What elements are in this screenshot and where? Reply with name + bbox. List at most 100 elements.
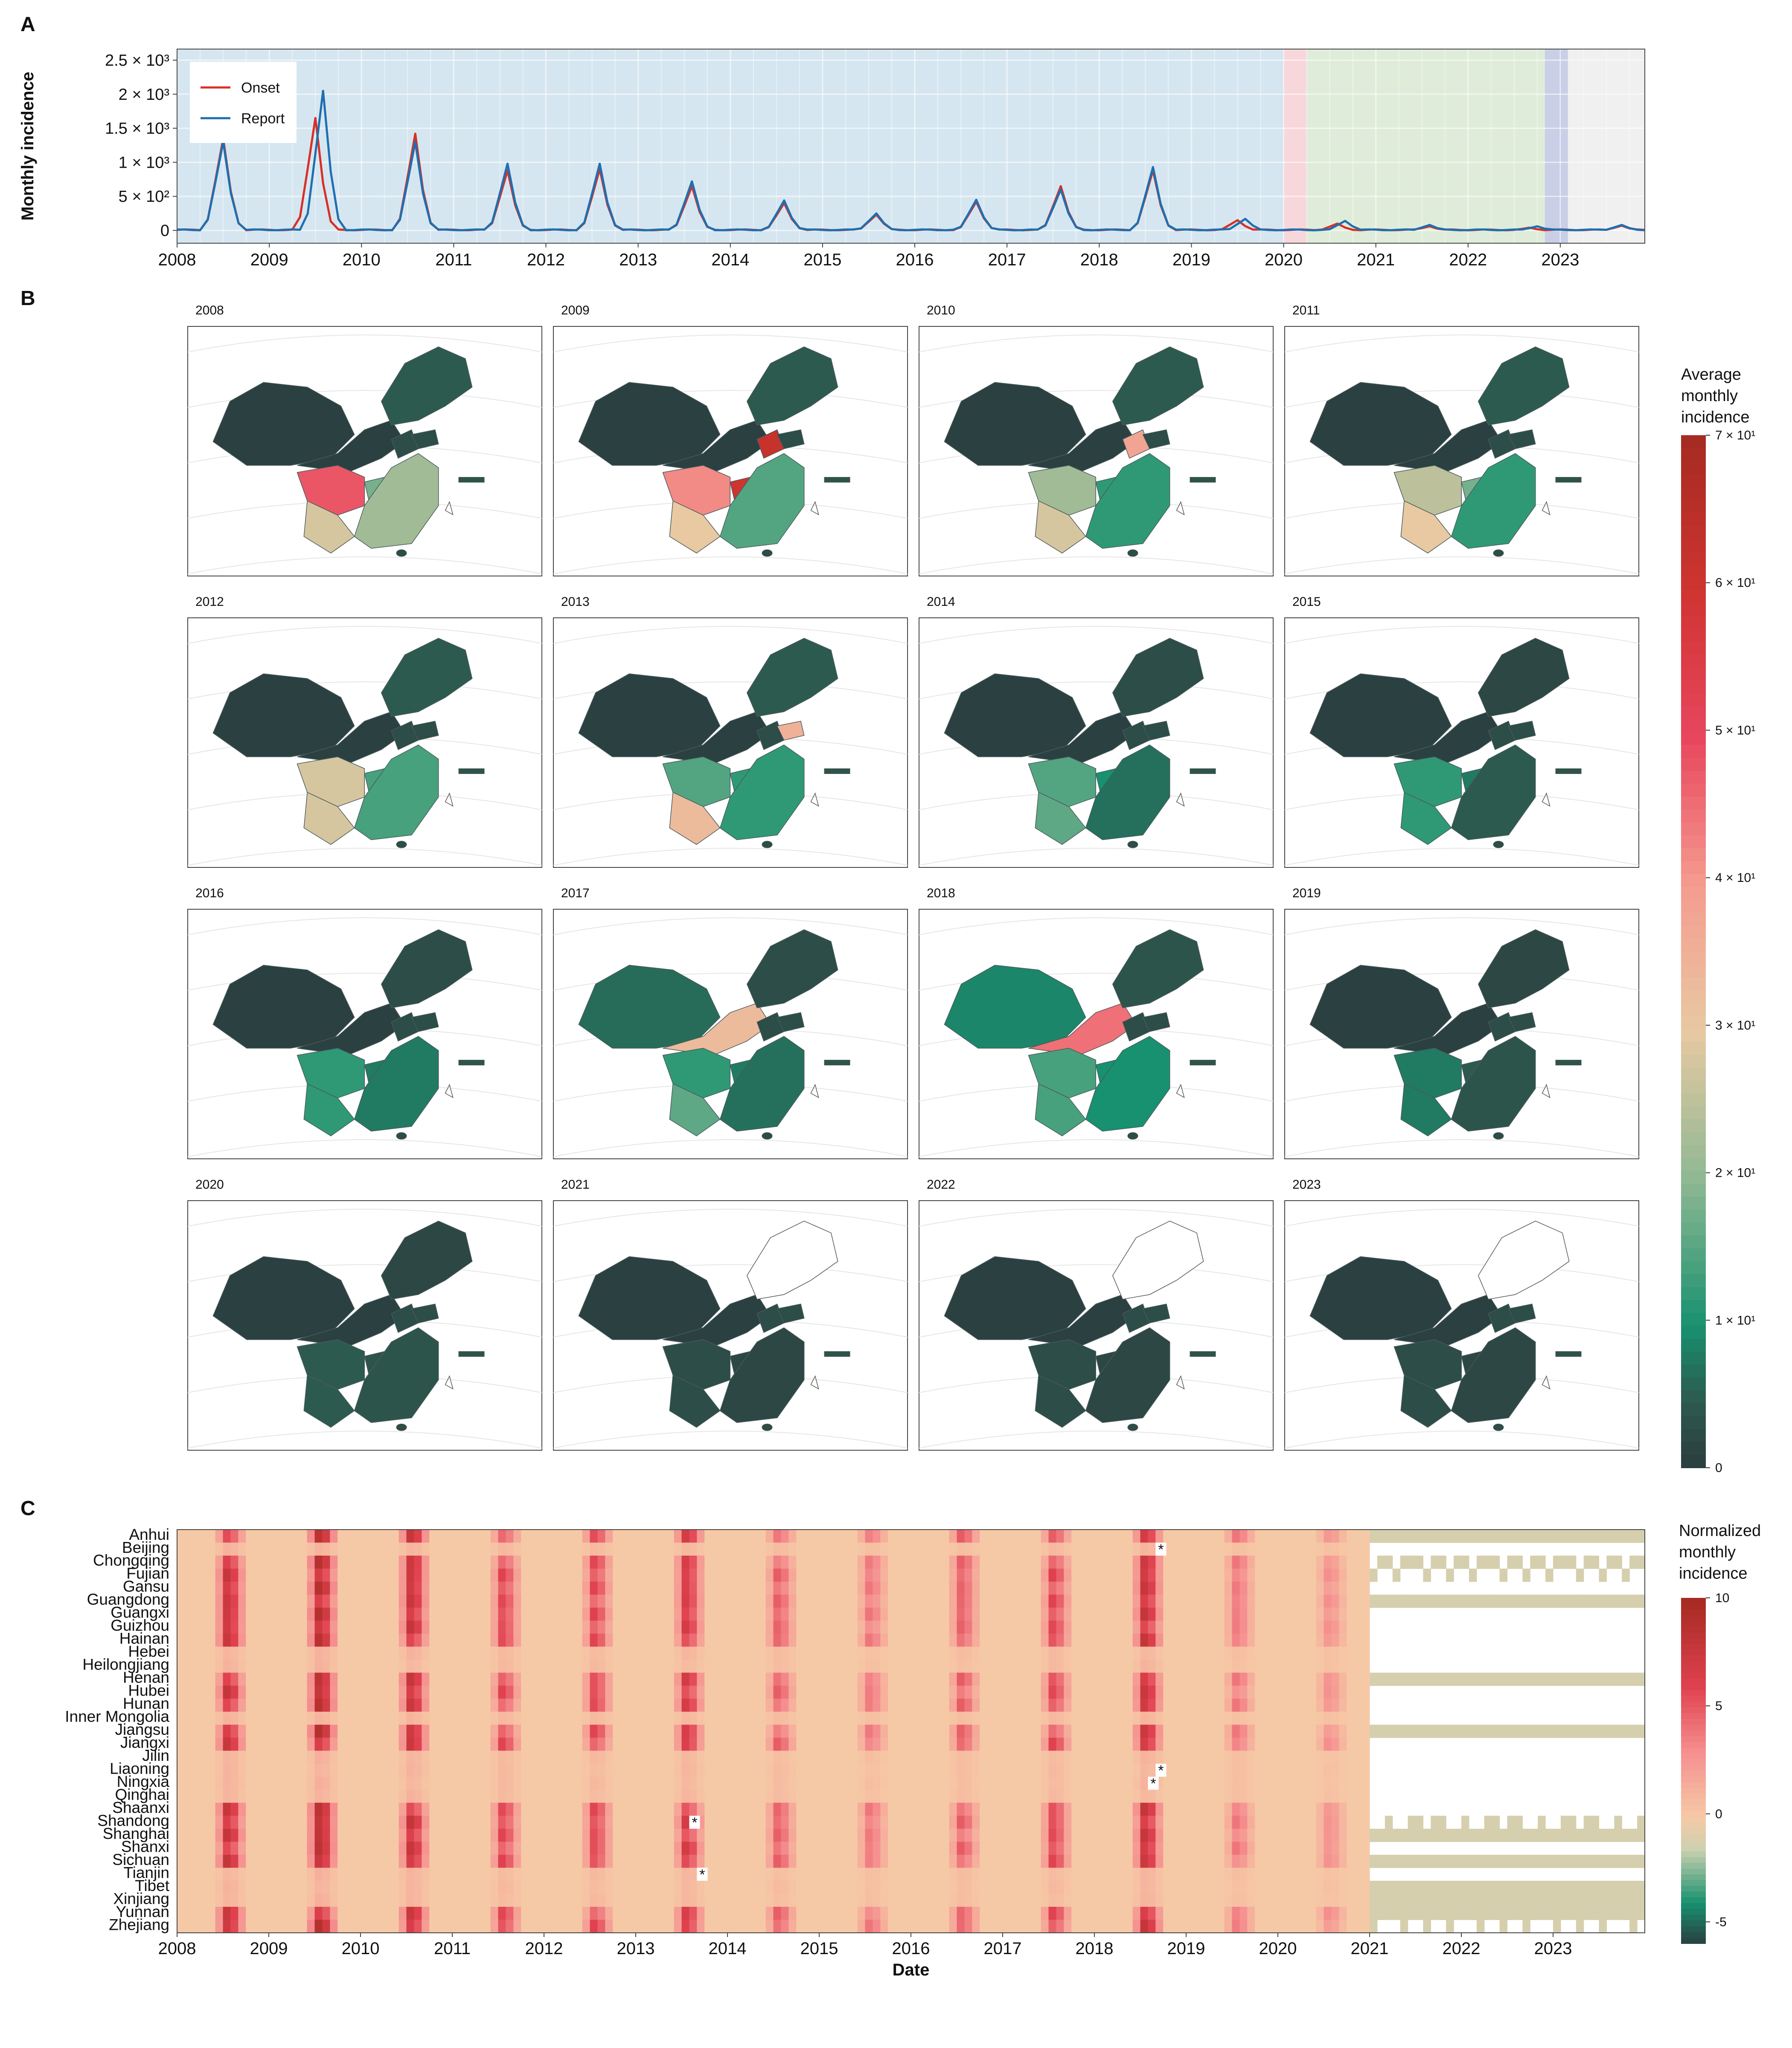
region-east xyxy=(1085,1036,1170,1132)
heatmap-cell xyxy=(636,1659,644,1673)
region-sc xyxy=(1035,500,1086,554)
heatmap-cell xyxy=(1048,1699,1057,1712)
heatmap-cell xyxy=(361,1620,369,1634)
heatmap-cell xyxy=(903,1829,911,1842)
heatmap-cell xyxy=(590,1737,598,1751)
heatmap-cell xyxy=(1209,1620,1217,1634)
heatmap-cell xyxy=(437,1777,445,1790)
heatmap-cell xyxy=(567,1685,575,1699)
heatmap-cell xyxy=(414,1699,422,1712)
legend-gradient-step xyxy=(1681,551,1706,565)
heatmap-cell xyxy=(704,1633,713,1647)
heatmap-cell xyxy=(192,1868,201,1881)
heatmap-cell xyxy=(521,1568,529,1582)
graticule xyxy=(553,335,908,352)
y-tick-label: 1 × 10³ xyxy=(119,154,169,172)
heatmap-cell xyxy=(804,1699,812,1712)
heatmap-cell xyxy=(636,1699,644,1712)
heatmap-cell xyxy=(529,1829,537,1842)
heatmap-cell xyxy=(590,1751,598,1764)
heatmap-cell xyxy=(1354,1659,1362,1673)
heatmap-cell xyxy=(322,1568,330,1582)
province-label: Fujian xyxy=(126,1565,169,1582)
heatmap-cell xyxy=(1171,1763,1179,1777)
heatmap-cell xyxy=(1270,1647,1278,1660)
heatmap-cell xyxy=(1056,1699,1064,1712)
heatmap-cell xyxy=(337,1725,346,1738)
heatmap-cell xyxy=(964,1789,972,1803)
heatmap-cell xyxy=(826,1751,835,1764)
heatmap-cell xyxy=(1193,1633,1202,1647)
heatmap-cell xyxy=(353,1568,361,1582)
heatmap-cell xyxy=(307,1685,315,1699)
heatmap-cell xyxy=(551,1855,560,1868)
heatmap-cell xyxy=(880,1581,888,1595)
region-sc xyxy=(1400,1083,1452,1137)
heatmap-cell xyxy=(980,1530,988,1543)
heatmap-cell xyxy=(812,1685,820,1699)
heatmap-cell xyxy=(1278,1633,1286,1647)
heatmap-cell xyxy=(995,1555,1003,1569)
heatmap-cell xyxy=(613,1530,621,1543)
heatmap-cell xyxy=(368,1803,376,1816)
heatmap-cell xyxy=(460,1829,468,1842)
heatmap-cell xyxy=(513,1699,521,1712)
heatmap-cell xyxy=(1362,1777,1370,1790)
heatmap-cell xyxy=(192,1594,201,1608)
heatmap-cell xyxy=(742,1803,751,1816)
heatmap-cell xyxy=(605,1868,613,1881)
province-label: Hebei xyxy=(128,1643,169,1660)
heatmap-cell xyxy=(896,1607,904,1621)
heatmap-cell xyxy=(620,1725,628,1738)
heatmap-cell xyxy=(697,1699,705,1712)
heatmap-cell xyxy=(620,1711,628,1725)
heatmap-cell xyxy=(1255,1659,1263,1673)
heatmap-cell xyxy=(857,1620,866,1634)
heatmap-cell xyxy=(1247,1763,1255,1777)
heatmap-cell xyxy=(391,1647,399,1660)
heatmap-cell xyxy=(1293,1711,1301,1725)
heatmap-cell xyxy=(865,1659,873,1673)
heatmap-cell xyxy=(1591,1829,1600,1842)
heatmap-cell xyxy=(483,1633,491,1647)
heatmap-cell xyxy=(1003,1647,1011,1660)
heatmap-cell xyxy=(597,1620,605,1634)
heatmap-cell xyxy=(1010,1841,1018,1855)
legend-gradient-step xyxy=(1681,693,1706,707)
heatmap-cell xyxy=(1102,1751,1110,1764)
heatmap-cell xyxy=(1117,1751,1126,1764)
heatmap-cell xyxy=(1216,1607,1225,1621)
heatmap-cell xyxy=(1255,1568,1263,1582)
heatmap-cell xyxy=(299,1568,308,1582)
heatmap-cell xyxy=(551,1751,560,1764)
heatmap-cell xyxy=(1308,1841,1317,1855)
heatmap-cell xyxy=(865,1647,873,1660)
heatmap-cell xyxy=(1201,1737,1210,1751)
heatmap-cell xyxy=(467,1737,476,1751)
heatmap-cell xyxy=(1316,1633,1324,1647)
heatmap-cell xyxy=(1155,1737,1164,1751)
heatmap-cell xyxy=(460,1751,468,1764)
heatmap-cell xyxy=(361,1568,369,1582)
heatmap-cell xyxy=(361,1751,369,1764)
heatmap-cell xyxy=(812,1581,820,1595)
heatmap-cell xyxy=(1270,1673,1278,1686)
heatmap-cell xyxy=(1431,1855,1439,1868)
heatmap-row-jiangsu xyxy=(177,1725,1645,1738)
heatmap-cell xyxy=(1003,1620,1011,1634)
heatmap-cell xyxy=(1071,1530,1079,1543)
region-sc xyxy=(669,500,721,554)
heatmap-cell xyxy=(529,1777,537,1790)
heatmap-cell xyxy=(1079,1594,1087,1608)
heatmap-cell xyxy=(567,1530,575,1543)
heatmap-cell xyxy=(536,1581,544,1595)
heatmap-cell xyxy=(1255,1815,1263,1829)
heatmap-cell xyxy=(1186,1542,1194,1556)
heatmap-cell xyxy=(1469,1829,1477,1842)
heatmap-cell xyxy=(544,1594,552,1608)
heatmap-cell xyxy=(1347,1673,1355,1686)
heatmap-cell xyxy=(620,1607,628,1621)
heatmap-cell xyxy=(284,1594,292,1608)
heatmap-cell xyxy=(1316,1581,1324,1595)
heatmap-cell xyxy=(361,1530,369,1543)
